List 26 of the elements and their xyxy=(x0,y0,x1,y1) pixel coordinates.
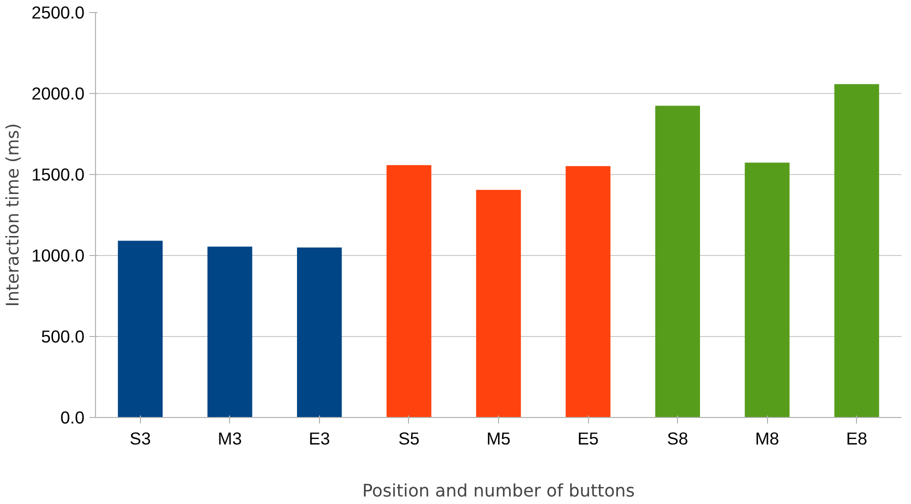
y-tick-label: 500.0 xyxy=(41,326,85,346)
y-tick-label: 1500.0 xyxy=(32,164,84,184)
bar xyxy=(118,240,163,418)
x-tick-label: E3 xyxy=(308,428,330,448)
x-tick-label: M8 xyxy=(755,428,780,448)
bar xyxy=(744,162,790,418)
bar xyxy=(386,165,432,418)
x-tick-label: E8 xyxy=(846,428,868,448)
x-tick-label: M5 xyxy=(486,428,511,448)
x-tick-label: S8 xyxy=(667,428,688,448)
bar xyxy=(476,190,521,418)
y-tick-label: 1000.0 xyxy=(32,246,84,266)
x-tick-label: S5 xyxy=(398,428,420,448)
x-tick-label: M3 xyxy=(218,428,242,448)
bar xyxy=(655,106,700,418)
y-tick-label: 2000.0 xyxy=(32,84,84,104)
x-tick-label: S3 xyxy=(130,428,151,448)
y-tick-label: 2500.0 xyxy=(32,2,84,22)
x-tick-label: E5 xyxy=(577,428,599,448)
bar xyxy=(207,246,252,418)
y-tick-label: 0.0 xyxy=(60,408,85,428)
bar xyxy=(566,166,610,418)
bar xyxy=(297,248,342,418)
y-axis-title: Interaction time (ms) xyxy=(4,123,24,307)
x-axis-title: Position and number of buttons xyxy=(362,482,635,502)
bar xyxy=(834,84,880,418)
